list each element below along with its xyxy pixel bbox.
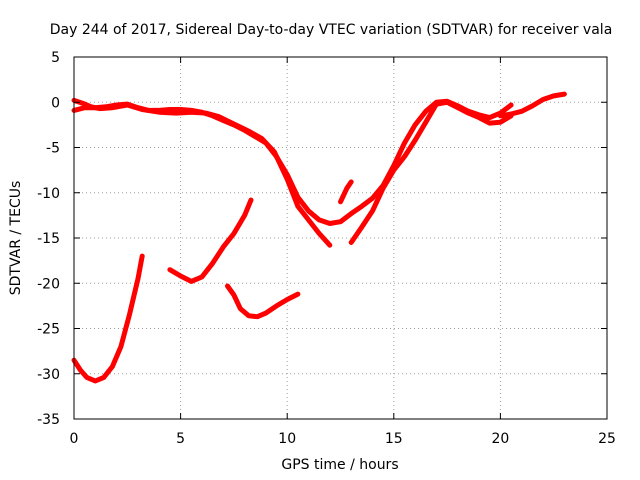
y-tick-label: -35 <box>37 412 60 428</box>
y-tick-label: -5 <box>46 141 60 157</box>
series-arc-7 <box>348 99 514 245</box>
x-tick-label: 5 <box>176 431 185 447</box>
y-tick-label: -25 <box>37 322 60 338</box>
series-arc-6 <box>338 179 354 205</box>
series-arc-8 <box>497 91 567 119</box>
y-axis-label: SDTVAR / TECUs <box>8 181 24 296</box>
x-tick-label: 25 <box>598 431 616 447</box>
y-tick-label: -20 <box>37 276 60 292</box>
series-arc-1 <box>71 253 145 384</box>
x-axis-label: GPS time / hours <box>281 457 398 473</box>
series-arc-3 <box>225 283 301 320</box>
series-arc-4 <box>71 98 514 226</box>
y-tick-label: -10 <box>37 186 60 202</box>
y-tick-label: 5 <box>51 50 60 66</box>
x-tick-label: 20 <box>491 431 509 447</box>
x-tick-label: 0 <box>70 431 79 447</box>
y-tick-label: 0 <box>51 95 60 111</box>
tick-layer: 0 5 10 15 20 25 5 0 -5 -10 -15 -20 -25 -30 -35 <box>37 50 616 447</box>
y-tick-label: -30 <box>37 367 60 383</box>
series-arc-2 <box>167 197 254 284</box>
chart-title: Day 244 of 2017, Sidereal Day-to-day VTE… <box>50 22 613 38</box>
series-layer <box>71 91 567 384</box>
x-tick-label: 15 <box>385 431 403 447</box>
series-arc-5 <box>71 97 333 248</box>
x-tick-label: 10 <box>278 431 296 447</box>
y-tick-label: -15 <box>37 231 60 247</box>
